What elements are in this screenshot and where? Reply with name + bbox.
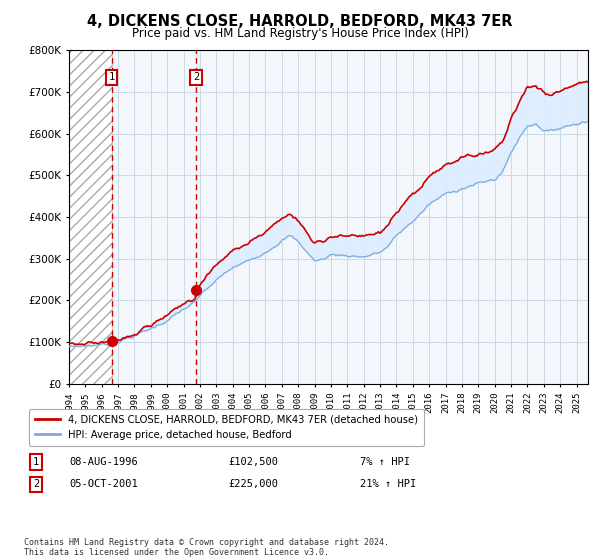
Legend: 4, DICKENS CLOSE, HARROLD, BEDFORD, MK43 7ER (detached house), HPI: Average pric: 4, DICKENS CLOSE, HARROLD, BEDFORD, MK43… <box>29 408 424 446</box>
Text: 4, DICKENS CLOSE, HARROLD, BEDFORD, MK43 7ER: 4, DICKENS CLOSE, HARROLD, BEDFORD, MK43… <box>87 14 513 29</box>
Text: £225,000: £225,000 <box>228 479 278 489</box>
Text: £102,500: £102,500 <box>228 457 278 467</box>
Text: 08-AUG-1996: 08-AUG-1996 <box>69 457 138 467</box>
Text: 2: 2 <box>193 72 199 82</box>
Text: 21% ↑ HPI: 21% ↑ HPI <box>360 479 416 489</box>
Text: Contains HM Land Registry data © Crown copyright and database right 2024.
This d: Contains HM Land Registry data © Crown c… <box>24 538 389 557</box>
Text: 1: 1 <box>33 457 39 467</box>
Bar <box>112 50 588 384</box>
Text: 7% ↑ HPI: 7% ↑ HPI <box>360 457 410 467</box>
Text: 1: 1 <box>109 72 115 82</box>
Bar <box>69 50 112 384</box>
Text: Price paid vs. HM Land Registry's House Price Index (HPI): Price paid vs. HM Land Registry's House … <box>131 27 469 40</box>
Text: 05-OCT-2001: 05-OCT-2001 <box>69 479 138 489</box>
Text: 2: 2 <box>33 479 39 489</box>
